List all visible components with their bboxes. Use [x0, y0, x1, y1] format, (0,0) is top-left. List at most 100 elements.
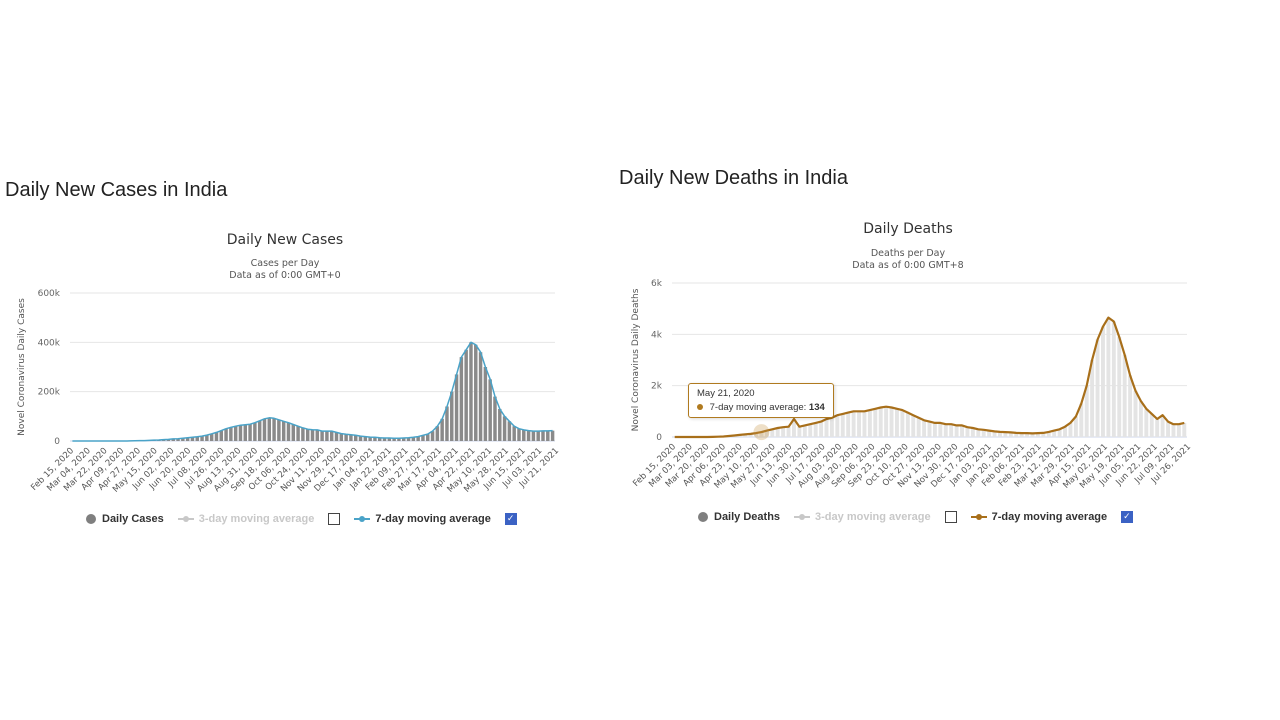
deaths-bar[interactable]: [873, 408, 878, 437]
deaths-bar[interactable]: [846, 412, 851, 437]
cases-bar[interactable]: [459, 357, 464, 441]
cases-bar[interactable]: [498, 408, 502, 441]
deaths-bar[interactable]: [927, 421, 932, 437]
cases-bar[interactable]: [229, 427, 233, 441]
cases-bar[interactable]: [238, 425, 243, 441]
cases-bar[interactable]: [224, 428, 228, 441]
deaths-bar[interactable]: [802, 425, 807, 437]
cases-bar[interactable]: [430, 431, 435, 441]
deaths-bar[interactable]: [895, 408, 899, 437]
deaths-bar[interactable]: [960, 425, 964, 437]
cases-bar[interactable]: [353, 435, 358, 441]
cases-bar[interactable]: [526, 430, 531, 441]
deaths-bar[interactable]: [1046, 431, 1051, 437]
deaths-bar[interactable]: [1003, 432, 1008, 437]
checkbox-7day-average[interactable]: [504, 513, 517, 525]
cases-bar[interactable]: [411, 437, 416, 441]
cases-bar[interactable]: [507, 421, 512, 441]
deaths-7day-average-line[interactable]: [674, 316, 1185, 439]
deaths-bar[interactable]: [1019, 433, 1024, 437]
deaths-bar[interactable]: [819, 421, 824, 437]
cases-bar[interactable]: [392, 438, 396, 441]
cases-bar[interactable]: [181, 438, 185, 441]
cases-bar[interactable]: [205, 435, 209, 441]
cases-bar[interactable]: [397, 438, 401, 441]
deaths-bar[interactable]: [1111, 321, 1116, 438]
legend-3day-average[interactable]: 3-day moving average: [177, 513, 314, 525]
checkbox-3day-average-deaths[interactable]: [944, 511, 957, 523]
cases-bar[interactable]: [305, 429, 310, 441]
deaths-bar[interactable]: [813, 422, 818, 437]
deaths-bar[interactable]: [829, 417, 834, 437]
cases-bar[interactable]: [387, 438, 392, 441]
deaths-bar[interactable]: [1138, 401, 1143, 437]
cases-bar[interactable]: [344, 434, 348, 441]
cases-bar[interactable]: [209, 433, 214, 441]
cases-bar[interactable]: [426, 434, 430, 441]
deaths-bar[interactable]: [867, 410, 872, 437]
legend-daily-deaths[interactable]: Daily Deaths: [698, 511, 780, 523]
deaths-bar[interactable]: [792, 419, 796, 437]
deaths-bar[interactable]: [764, 430, 769, 437]
cases-bar[interactable]: [522, 429, 526, 441]
deaths-bar[interactable]: [748, 433, 753, 437]
deaths-bar[interactable]: [754, 433, 758, 437]
deaths-bar[interactable]: [943, 424, 948, 437]
deaths-bar[interactable]: [1030, 433, 1035, 437]
deaths-bar[interactable]: [1133, 390, 1138, 437]
cases-bar[interactable]: [277, 419, 281, 441]
cases-bar[interactable]: [435, 426, 440, 441]
deaths-bar[interactable]: [1035, 433, 1040, 437]
cases-bar[interactable]: [469, 342, 473, 441]
cases-bar[interactable]: [281, 421, 286, 441]
cases-bar[interactable]: [512, 426, 516, 441]
deaths-bar[interactable]: [1063, 426, 1067, 437]
cases-bar[interactable]: [267, 417, 272, 441]
legend-3day-average-deaths[interactable]: 3-day moving average: [794, 511, 931, 523]
deaths-bar[interactable]: [1149, 413, 1154, 437]
cases-bar[interactable]: [257, 420, 262, 441]
deaths-bar[interactable]: [1128, 375, 1133, 437]
deaths-bar[interactable]: [1106, 317, 1111, 437]
cases-bar[interactable]: [502, 416, 507, 441]
cases-bar[interactable]: [464, 349, 468, 441]
cases-bar[interactable]: [176, 438, 180, 441]
deaths-bar[interactable]: [1144, 408, 1149, 437]
cases-bar[interactable]: [377, 437, 382, 441]
deaths-bar[interactable]: [922, 420, 927, 437]
deaths-bar[interactable]: [1041, 432, 1046, 437]
deaths-bar[interactable]: [743, 434, 748, 437]
deaths-bar[interactable]: [862, 411, 867, 437]
deaths-bar[interactable]: [835, 415, 840, 437]
cases-bar[interactable]: [310, 429, 315, 441]
deaths-bar[interactable]: [1171, 424, 1176, 437]
cases-bar[interactable]: [272, 418, 276, 441]
cases-bar[interactable]: [440, 418, 444, 441]
deaths-bar[interactable]: [938, 422, 943, 437]
cases-bar[interactable]: [190, 437, 195, 441]
cases-bar[interactable]: [450, 391, 454, 441]
checkbox-7day-average-deaths[interactable]: [1121, 511, 1134, 523]
cases-bar[interactable]: [339, 433, 344, 441]
deaths-bar[interactable]: [1122, 354, 1127, 437]
deaths-bar[interactable]: [857, 411, 861, 437]
deaths-bar[interactable]: [1084, 385, 1089, 437]
cases-bar[interactable]: [315, 429, 320, 441]
deaths-bar[interactable]: [905, 412, 910, 437]
cases-bar[interactable]: [517, 428, 521, 441]
deaths-bar[interactable]: [970, 428, 975, 437]
deaths-bar[interactable]: [1073, 416, 1078, 437]
cases-bar[interactable]: [541, 430, 545, 441]
deaths-bar[interactable]: [840, 413, 845, 437]
cases-bar[interactable]: [474, 344, 478, 441]
deaths-bar[interactable]: [932, 422, 937, 437]
deaths-bar[interactable]: [965, 427, 970, 437]
cases-bar[interactable]: [253, 422, 257, 441]
deaths-bar[interactable]: [916, 417, 921, 437]
cases-bar[interactable]: [243, 424, 248, 441]
cases-bar[interactable]: [248, 424, 252, 441]
cases-bar[interactable]: [406, 437, 411, 441]
deaths-bar[interactable]: [808, 424, 813, 437]
cases-bar[interactable]: [402, 438, 406, 441]
cases-bar[interactable]: [262, 418, 267, 441]
